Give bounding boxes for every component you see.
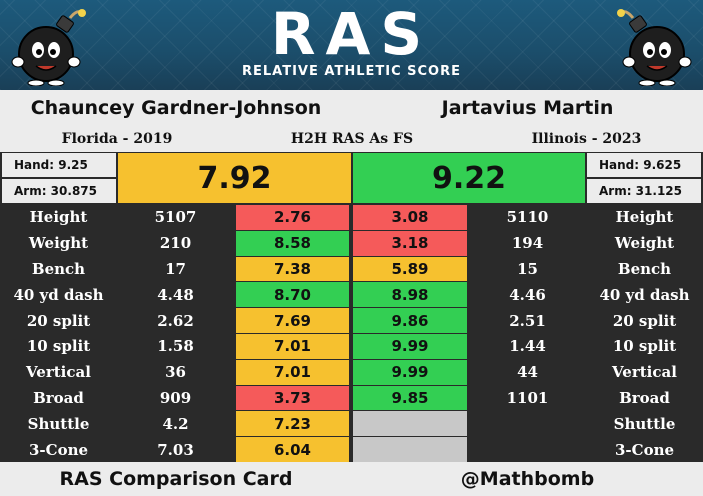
right-measurement: 4.46	[509, 285, 546, 304]
table-row: 20 split 2.62 7.69 9.86 2.51 20 split	[0, 307, 703, 333]
right-score-cell: 9.85	[353, 385, 467, 411]
right-score-cell: 3.18	[353, 230, 467, 256]
left-score-cell: 6.04	[236, 437, 349, 462]
footer-title: RAS Comparison Card	[59, 468, 293, 490]
right-score-cell: 9.86	[353, 308, 467, 333]
left-measurement: 36	[165, 363, 186, 382]
left-measurement: 909	[159, 388, 192, 407]
metric-label: Broad	[33, 388, 84, 407]
right-score-cell: 3.08	[353, 205, 467, 230]
right-measurement	[470, 437, 585, 462]
left-measurement: 5107	[154, 208, 197, 227]
footer-handle: @Mathbomb	[460, 468, 595, 490]
metric-label-right: Shuttle	[613, 414, 676, 433]
right-score-cell	[353, 411, 467, 437]
left-measurement: 4.2	[162, 414, 189, 433]
left-score-cell: 7.69	[236, 308, 349, 333]
metric-label-right: Vertical	[612, 363, 677, 382]
metric-label-right: 40 yd dash	[599, 285, 690, 304]
right-arm: Arm: 31.125	[587, 179, 701, 203]
left-player-name: Chauncey Gardner-Johnson	[30, 97, 322, 119]
metric-label: 20 split	[26, 311, 91, 330]
metric-label-right: Height	[615, 208, 674, 227]
bomb-mascot-icon	[11, 9, 86, 86]
right-player-name: Jartavius Martin	[441, 97, 614, 119]
table-row: Broad 909 3.73 9.85 1101 Broad	[0, 385, 703, 411]
header-pattern	[0, 0, 703, 90]
metric-label: Vertical	[26, 363, 91, 382]
table-row: 40 yd dash 4.48 8.70 8.98 4.46 40 yd dash	[0, 281, 703, 308]
logo-text: RAS	[270, 0, 433, 68]
left-score-cell: 7.01	[236, 359, 349, 385]
metric-label: Height	[29, 208, 88, 227]
right-score-cell: 8.98	[353, 282, 467, 308]
right-measurement: 15	[517, 259, 538, 278]
right-ras-score: 9.22	[353, 153, 585, 203]
logo-subtitle: RELATIVE ATHLETIC SCORE	[242, 64, 461, 79]
left-measurement: 4.48	[157, 285, 194, 304]
metric-label: Weight	[28, 234, 89, 253]
left-measurement: 7.03	[157, 440, 194, 459]
metrics-table: Height 5107 2.76 3.08 5110 Height Weight 210 8.5…	[0, 204, 703, 462]
right-score-cell	[353, 437, 467, 462]
ras-score-row: Hand: 9.25 Arm: 30.875 7.92 9.22 Hand: 9…	[0, 152, 703, 204]
table-row: Vertical 36 7.01 9.99 44 Vertical	[0, 359, 703, 385]
left-ras-score: 7.92	[118, 153, 351, 203]
left-measurement: 1.58	[157, 337, 194, 356]
metric-label-right: 10 split	[612, 337, 677, 356]
table-row: Bench 17 7.38 5.89 15 Bench	[0, 256, 703, 282]
right-score-cell: 9.99	[353, 359, 467, 385]
right-measurement: 2.51	[509, 311, 546, 330]
player-names-row: Chauncey Gardner-Johnson Jartavius Marti…	[0, 90, 703, 126]
ras-logo: RAS RELATIVE ATHLETIC SCORE	[0, 2, 703, 79]
left-school-year: Florida - 2019	[61, 131, 173, 147]
table-row: 3-Cone 7.03 6.04 3-Cone	[0, 436, 703, 462]
right-measurement: 44	[517, 363, 538, 382]
table-row: Height 5107 2.76 3.08 5110 Height	[0, 204, 703, 230]
left-score-cell: 2.76	[236, 205, 349, 230]
left-score-cell: 8.70	[236, 282, 349, 308]
bomb-mascot-icon	[617, 9, 692, 86]
metric-label-right: 3-Cone	[614, 440, 675, 459]
comparison-title: H2H RAS As FS	[290, 131, 414, 147]
metric-label: 40 yd dash	[13, 285, 104, 304]
metric-label-right: Bench	[617, 259, 672, 278]
metric-label: 3-Cone	[28, 440, 89, 459]
metric-label-right: 20 split	[612, 311, 677, 330]
school-row: Florida - 2019 H2H RAS As FS Illinois - …	[0, 126, 703, 152]
table-row: 10 split 1.58 7.01 9.99 1.44 10 split	[0, 333, 703, 359]
right-measurement: 1101	[506, 388, 549, 407]
left-score-cell: 3.73	[236, 385, 349, 411]
footer-row: RAS Comparison Card @Mathbomb	[0, 462, 703, 496]
right-score-cell: 5.89	[353, 256, 467, 282]
metric-label: Shuttle	[27, 414, 90, 433]
right-school-year: Illinois - 2023	[531, 131, 642, 147]
left-arm: Arm: 30.875	[2, 179, 116, 203]
left-score-cell: 7.01	[236, 334, 349, 359]
metric-label: 10 split	[26, 337, 91, 356]
right-hand: Hand: 9.625	[587, 153, 701, 177]
table-row: Weight 210 8.58 3.18 194 Weight	[0, 230, 703, 256]
left-measurement: 2.62	[157, 311, 194, 330]
table-row: Shuttle 4.2 7.23 Shuttle	[0, 410, 703, 437]
right-measurement	[470, 411, 585, 436]
right-measurement: 194	[511, 234, 544, 253]
right-measurement: 5110	[506, 208, 549, 227]
left-measurement: 17	[165, 259, 186, 278]
left-score-cell: 7.23	[236, 411, 349, 437]
right-measurement: 1.44	[509, 337, 546, 356]
metric-label-right: Broad	[619, 388, 670, 407]
metric-label: Bench	[31, 259, 86, 278]
metric-label-right: Weight	[614, 234, 675, 253]
left-measurement: 210	[159, 234, 192, 253]
right-score-cell: 9.99	[353, 334, 467, 359]
left-score-cell: 7.38	[236, 256, 349, 282]
left-score-cell: 8.58	[236, 230, 349, 256]
header-banner: RAS RELATIVE ATHLETIC SCORE	[0, 0, 703, 90]
left-hand: Hand: 9.25	[2, 153, 116, 177]
